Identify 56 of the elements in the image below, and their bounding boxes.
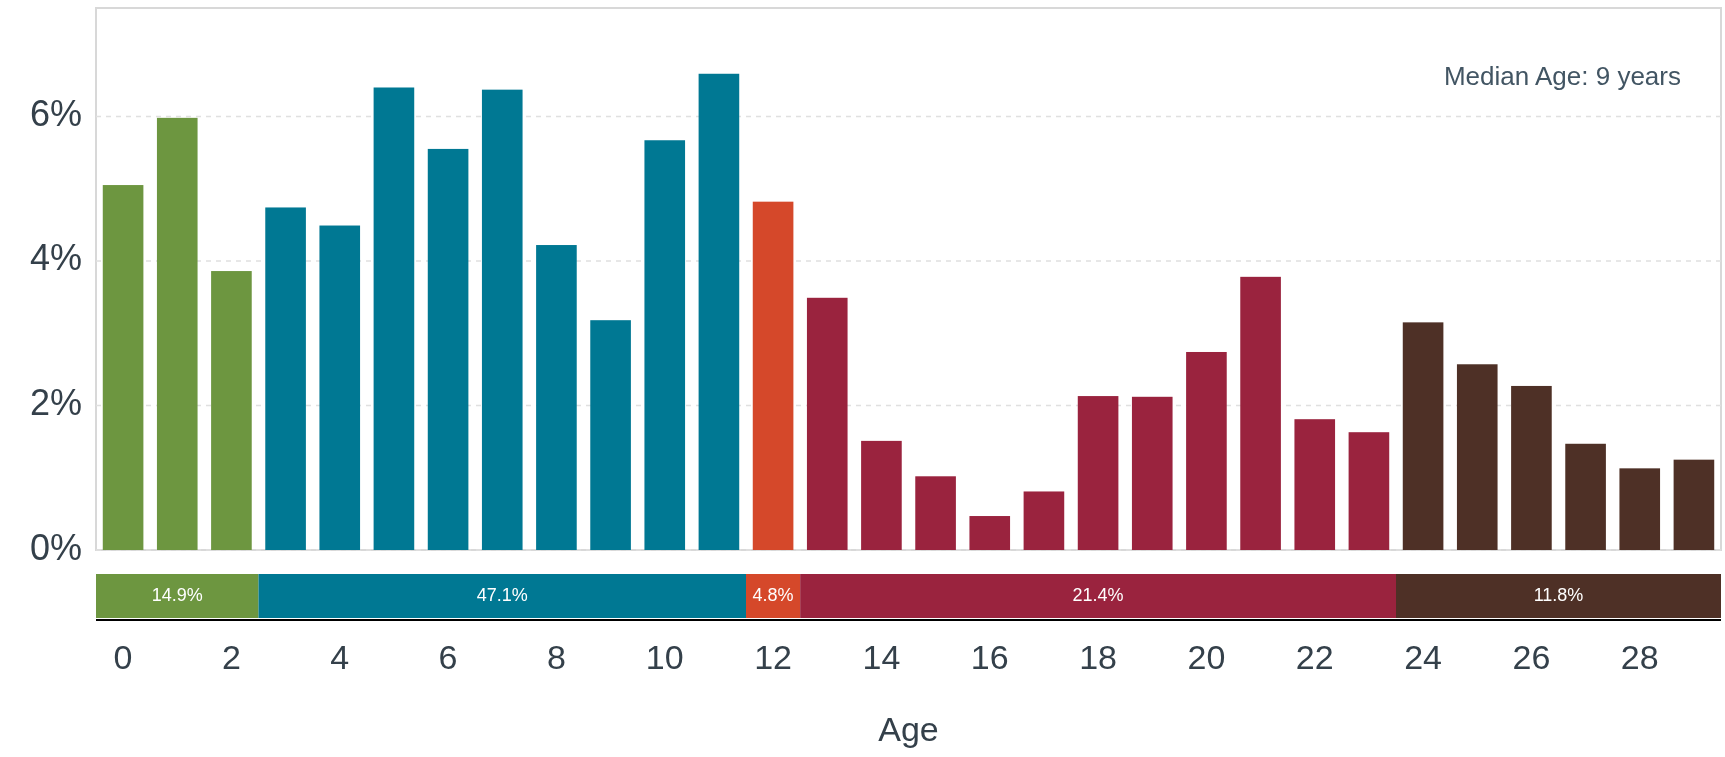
bar [1673,459,1715,550]
y-tick-label: 0% [29,526,82,568]
bar [1077,396,1119,550]
bar [427,148,469,550]
y-tick-label: 6% [29,92,82,134]
y-tick-label: 2% [29,381,82,423]
data-label: 14.9% [151,584,203,605]
x-tick-label: 4 [330,637,350,676]
bar [1402,322,1444,550]
data-label: 21.4% [1072,584,1124,605]
bar [590,320,631,550]
x-tick-label: 0 [113,637,133,676]
x-tick-label: 22 [1295,637,1334,676]
annotation: Median Age: 9 years [1443,60,1681,91]
data-label: 4.8% [752,584,794,605]
bar [915,476,956,550]
bar [861,440,902,550]
x-tick-label: 6 [438,637,458,676]
bar [373,87,415,550]
data-label: 47.1% [476,584,528,605]
bar [644,140,686,550]
bar [319,225,361,550]
bar [102,185,144,550]
x-tick-label: 18 [1079,637,1117,676]
bar [265,207,306,550]
bar [806,297,848,550]
y-tick-label: 4% [29,237,82,279]
bar [481,89,523,550]
bar [156,117,198,550]
x-axis-title: Age [878,709,939,748]
bar [1456,364,1498,550]
bar [1619,468,1661,550]
bar [1240,276,1281,550]
x-tick-label: 20 [1187,637,1226,676]
bar [1565,443,1606,550]
x-tick-label: 24 [1404,637,1442,676]
x-tick-label: 2 [221,637,241,676]
x-tick-label: 14 [862,637,901,676]
bar [969,516,1011,550]
bar [1131,396,1173,550]
bar [211,271,252,550]
bar [536,245,577,550]
bar [752,201,794,550]
x-tick-label: 16 [970,637,1009,676]
x-tick-label: 8 [546,637,566,676]
bar [1511,385,1552,550]
x-tick-label: 26 [1512,637,1551,676]
bar [1348,432,1390,550]
data-label: 11.8% [1533,584,1584,605]
x-tick-label: 28 [1620,637,1659,676]
bar [1023,491,1065,550]
x-tick-label: 10 [645,637,684,676]
x-tick-label: 12 [754,637,792,676]
bar [698,73,740,550]
bar [1186,351,1227,550]
bar [1294,419,1336,550]
